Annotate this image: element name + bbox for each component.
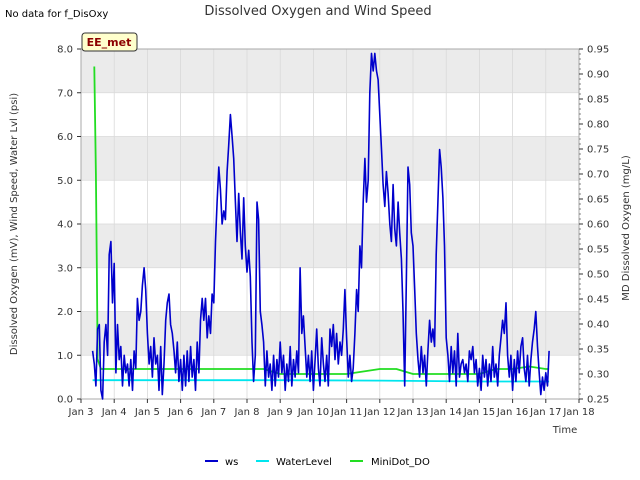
x-tick-label: Jan 5 xyxy=(134,407,160,418)
y-axis-left: 0.0 1.0 2.0 3.0 4.0 5.0 6.0 7.0 8.0 xyxy=(57,45,81,406)
y-right-tick-label: 0.40 xyxy=(587,320,609,331)
y-left-tick-label: 8.0 xyxy=(57,45,73,56)
badge-box xyxy=(81,32,138,52)
badge-label: EE_met xyxy=(87,36,132,49)
y-right-tick-label: 0.60 xyxy=(587,220,609,231)
y-axis-left-title: Dissolved Oxygen (mV), Wind Speed, Water… xyxy=(9,93,20,355)
x-tick-label: Jan 4 xyxy=(101,407,127,418)
x-tick-label: Jan 15 xyxy=(463,407,495,418)
legend-label-ws: ws xyxy=(225,457,238,468)
x-tick-label: Jan 16 xyxy=(496,407,528,418)
y-right-tick-label: 0.80 xyxy=(587,120,609,131)
y-right-tick-label: 0.70 xyxy=(587,170,609,181)
y-right-tick-label: 0.85 xyxy=(587,95,609,106)
band xyxy=(81,49,579,93)
x-tick-label: Jan 10 xyxy=(297,407,329,418)
chart-title: Dissolved Oxygen and Wind Speed xyxy=(204,4,431,19)
x-tick-label: Jan 9 xyxy=(267,407,293,418)
y-right-tick-label: 0.50 xyxy=(587,270,609,281)
y-left-tick-label: 7.0 xyxy=(57,88,73,99)
band xyxy=(81,136,579,181)
x-tick-label: Jan 17 xyxy=(529,407,561,418)
y-right-tick-label: 0.30 xyxy=(587,370,609,381)
x-tick-label: Jan 18 xyxy=(562,407,594,418)
y-left-tick-label: 2.0 xyxy=(57,307,73,318)
y-right-tick-label: 0.65 xyxy=(587,195,609,206)
ee-met-badge: EE_met xyxy=(81,32,138,52)
x-tick-label: Jan 6 xyxy=(167,407,193,418)
x-axis: Jan 3 Jan 4 Jan 5 Jan 6 Jan 7 Jan 8 Jan 9 Jan 1… xyxy=(68,399,595,418)
y-right-tick-label: 0.90 xyxy=(587,70,609,81)
y-right-tick-label: 0.75 xyxy=(587,145,609,156)
y-right-tick-label: 0.55 xyxy=(587,245,609,256)
y-axis-right: 0.25 0.30 0.35 0.40 0.45 0.50 0.55 0.60 0.65 0.70… xyxy=(579,45,609,406)
y-left-tick-label: 4.0 xyxy=(57,220,73,231)
legend-label-minidot-do: MiniDot_DO xyxy=(371,457,430,468)
x-tick-label: Jan 14 xyxy=(430,407,462,418)
x-tick-label: Jan 8 xyxy=(234,407,260,418)
no-data-note: No data for f_DisOxy xyxy=(5,9,108,20)
y-right-tick-label: 0.95 xyxy=(587,45,609,56)
x-tick-label: Jan 13 xyxy=(396,407,428,418)
y-left-tick-label: 5.0 xyxy=(57,176,73,187)
x-tick-label: Jan 3 xyxy=(68,407,94,418)
legend: ws WaterLevel MiniDot_DO xyxy=(205,457,430,468)
y-left-tick-label: 1.0 xyxy=(57,351,73,362)
series-line-ws xyxy=(91,52,550,400)
y-axis-right-title: MD Dissolved Oxygen (mg/L) xyxy=(621,155,632,301)
x-tick-label: Jan 12 xyxy=(363,407,395,418)
y-right-tick-label: 0.25 xyxy=(587,395,609,406)
band xyxy=(81,224,579,268)
legend-label-waterlevel: WaterLevel xyxy=(276,457,332,468)
x-tick-label: Jan 7 xyxy=(200,407,226,418)
y-left-tick-label: 6.0 xyxy=(57,132,73,143)
x-tick-label: Jan 11 xyxy=(330,407,362,418)
plot-background-bands xyxy=(81,49,579,356)
y-left-tick-label: 0.0 xyxy=(57,395,73,406)
y-right-tick-label: 0.45 xyxy=(587,295,609,306)
y-left-tick-label: 3.0 xyxy=(57,263,73,274)
x-axis-title: Time xyxy=(552,425,577,436)
y-right-tick-label: 0.35 xyxy=(587,345,609,356)
series-layer xyxy=(91,52,550,400)
